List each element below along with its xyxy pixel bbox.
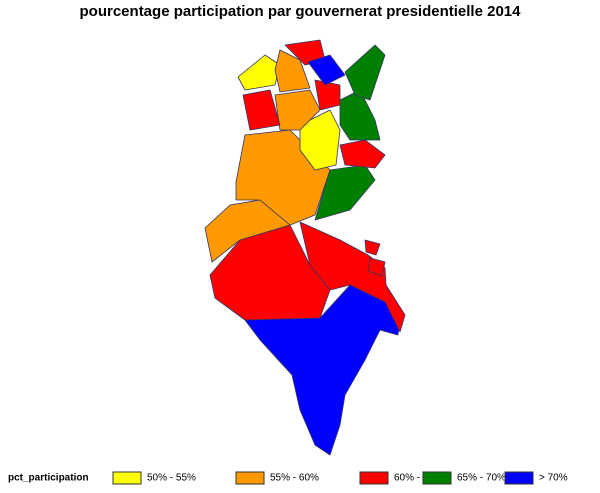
legend-swatch xyxy=(112,471,142,485)
region xyxy=(367,257,386,277)
region xyxy=(364,239,381,256)
legend-label: > 70% xyxy=(539,473,568,484)
region xyxy=(242,89,281,131)
legend-label: 60% - 65% xyxy=(394,473,443,484)
legend-swatch xyxy=(504,471,534,485)
map xyxy=(204,39,406,456)
region xyxy=(299,221,406,333)
region xyxy=(339,139,386,169)
legend-label: 55% - 60% xyxy=(270,473,319,484)
legend-title: pct_participation xyxy=(8,473,89,484)
legend-swatch xyxy=(422,471,452,485)
legend-swatch xyxy=(235,471,265,485)
legend-label: 50% - 55% xyxy=(147,473,196,484)
legend: 50% - 55% 55% - 60% 60% - 65% 65% - 70% > 70… xyxy=(112,471,568,485)
map-title: pourcentage participation par gouvernera… xyxy=(80,3,522,20)
legend-swatch xyxy=(359,471,389,485)
region xyxy=(344,44,386,101)
region xyxy=(237,54,281,91)
region xyxy=(307,54,346,86)
region xyxy=(339,89,381,141)
region xyxy=(314,79,341,111)
region xyxy=(299,109,341,171)
legend-label: 65% - 70% xyxy=(457,473,506,484)
region xyxy=(274,49,311,93)
